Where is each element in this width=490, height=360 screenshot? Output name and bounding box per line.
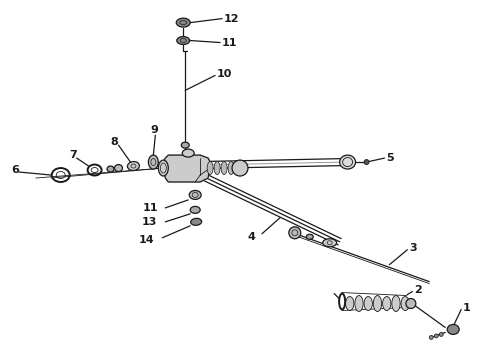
Ellipse shape <box>364 297 372 310</box>
Ellipse shape <box>373 296 382 311</box>
Polygon shape <box>163 155 210 182</box>
Circle shape <box>434 334 438 338</box>
Text: 8: 8 <box>111 137 119 147</box>
Text: 13: 13 <box>142 217 157 227</box>
Ellipse shape <box>340 155 356 169</box>
Circle shape <box>439 332 443 336</box>
Ellipse shape <box>127 162 139 171</box>
Ellipse shape <box>355 296 363 311</box>
Ellipse shape <box>107 166 114 172</box>
Ellipse shape <box>235 162 241 175</box>
Ellipse shape <box>306 234 313 239</box>
Ellipse shape <box>228 162 234 175</box>
Circle shape <box>289 227 301 239</box>
Text: 12: 12 <box>224 14 240 24</box>
Text: 11: 11 <box>222 37 238 48</box>
Ellipse shape <box>182 149 194 157</box>
Text: 1: 1 <box>463 302 471 312</box>
Ellipse shape <box>323 239 337 247</box>
Circle shape <box>364 159 369 165</box>
Ellipse shape <box>392 296 400 311</box>
Text: 11: 11 <box>143 203 158 213</box>
Ellipse shape <box>176 18 190 27</box>
Ellipse shape <box>191 218 202 225</box>
Ellipse shape <box>447 324 459 334</box>
Circle shape <box>406 298 416 309</box>
Ellipse shape <box>383 297 391 310</box>
Ellipse shape <box>214 162 220 175</box>
Ellipse shape <box>158 160 168 176</box>
Text: 14: 14 <box>139 235 154 245</box>
Ellipse shape <box>115 165 122 171</box>
Ellipse shape <box>189 190 201 199</box>
Text: 2: 2 <box>415 284 422 294</box>
Ellipse shape <box>401 297 410 310</box>
Ellipse shape <box>177 37 190 45</box>
Ellipse shape <box>207 162 213 175</box>
Ellipse shape <box>148 155 158 169</box>
Text: 6: 6 <box>11 165 19 175</box>
Ellipse shape <box>190 206 200 213</box>
Ellipse shape <box>221 162 227 175</box>
Circle shape <box>232 160 248 176</box>
Text: 4: 4 <box>247 232 255 242</box>
Text: 5: 5 <box>387 153 394 163</box>
Text: 7: 7 <box>69 150 76 160</box>
Ellipse shape <box>181 142 189 148</box>
Ellipse shape <box>345 297 354 310</box>
Text: 3: 3 <box>409 243 417 253</box>
Text: 9: 9 <box>150 125 158 135</box>
Text: 10: 10 <box>217 69 232 80</box>
Circle shape <box>429 336 433 339</box>
